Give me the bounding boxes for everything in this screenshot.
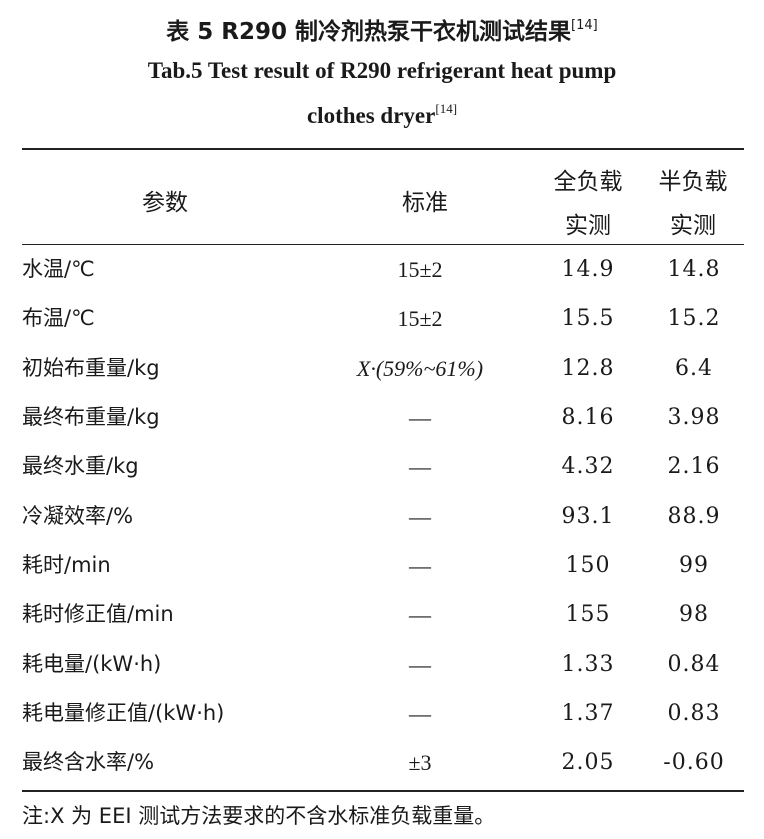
table-row: 布温/℃ 15±2 15.5 15.2 <box>0 294 764 343</box>
table-header-rule <box>22 244 744 245</box>
cell-half-load: 0.83 <box>667 701 721 726</box>
table-row: 最终含水率/% ±3 2.05 -0.60 <box>0 738 764 787</box>
header-standard: 标准 <box>402 190 448 216</box>
header-full-load: 全负载 实测 <box>540 160 636 248</box>
cell-param: 最终布重量/kg <box>22 405 160 429</box>
cell-full-load: 155 <box>565 602 611 627</box>
cell-standard: — <box>409 553 431 578</box>
header-param: 参数 <box>142 190 188 216</box>
table-row: 初始布重量/kg X·(59%~61%) 12.8 6.4 <box>0 344 764 393</box>
table-row: 耗电量修正值/(kW·h) — 1.37 0.83 <box>0 689 764 738</box>
table-title-en-line2: clothes dryer[14] <box>0 101 764 129</box>
title-en2-text: clothes dryer <box>306 103 436 128</box>
cell-full-load: 8.16 <box>561 405 615 430</box>
cell-full-load: 15.5 <box>561 306 615 331</box>
cell-full-load: 93.1 <box>561 504 615 529</box>
cell-full-load: 14.9 <box>561 257 615 282</box>
cell-full-load: 4.32 <box>561 454 615 479</box>
cell-standard: — <box>409 701 431 726</box>
cell-half-load: 3.98 <box>667 405 721 430</box>
cell-param: 耗电量修正值/(kW·h) <box>22 701 225 725</box>
cell-standard: — <box>409 652 431 677</box>
header-half-line1: 半负载 <box>658 169 728 195</box>
cell-standard: — <box>409 602 431 627</box>
cell-half-load: 2.16 <box>667 454 721 479</box>
cell-full-load: 12.8 <box>561 356 615 381</box>
cell-param: 耗时修正值/min <box>22 602 174 626</box>
title-cn-text: 表 5 R290 制冷剂热泵干衣机测试结果 <box>166 19 572 45</box>
title-en-ref: [14] <box>435 101 458 116</box>
table-row: 耗时/min — 150 99 <box>0 541 764 590</box>
table-row: 最终布重量/kg — 8.16 3.98 <box>0 393 764 442</box>
cell-param: 布温/℃ <box>22 306 95 330</box>
table-top-rule <box>22 148 744 150</box>
cell-half-load: -0.60 <box>663 750 725 775</box>
cell-standard: ±3 <box>408 750 432 775</box>
title-cn-ref: [14] <box>571 18 598 33</box>
cell-standard: 15±2 <box>397 257 443 282</box>
cell-param: 初始布重量/kg <box>22 356 160 380</box>
cell-half-load: 88.9 <box>667 504 721 529</box>
cell-param: 耗电量/(kW·h) <box>22 652 162 676</box>
cell-param: 冷凝效率/% <box>22 504 134 528</box>
cell-standard: X·(59%~61%) <box>356 356 484 381</box>
cell-param: 最终水重/kg <box>22 454 139 478</box>
cell-half-load: 99 <box>679 553 709 578</box>
cell-standard: — <box>409 504 431 529</box>
table-title-cn: 表 5 R290 制冷剂热泵干衣机测试结果[14] <box>0 12 764 46</box>
cell-standard: 15±2 <box>397 306 443 331</box>
cell-full-load: 150 <box>565 553 611 578</box>
table-title-en-line1: Tab.5 Test result of R290 refrigerant he… <box>147 58 617 83</box>
cell-half-load: 6.4 <box>675 356 713 381</box>
cell-half-load: 14.8 <box>667 257 721 282</box>
cell-param: 水温/℃ <box>22 257 95 281</box>
table-footnote: 注:X 为 EEI 测试方法要求的不含水标准负载重量。 <box>22 804 496 828</box>
table-row: 水温/℃ 15±2 14.9 14.8 <box>0 245 764 294</box>
cell-half-load: 98 <box>679 602 709 627</box>
cell-param: 耗时/min <box>22 553 111 577</box>
table-row: 耗时修正值/min — 155 98 <box>0 590 764 639</box>
table-row: 最终水重/kg — 4.32 2.16 <box>0 442 764 491</box>
header-full-line1: 全负载 <box>553 169 623 195</box>
table-row: 耗电量/(kW·h) — 1.33 0.84 <box>0 640 764 689</box>
cell-half-load: 0.84 <box>667 652 721 677</box>
cell-half-load: 15.2 <box>667 306 721 331</box>
table-bottom-rule <box>22 790 744 792</box>
header-half-load: 半负载 实测 <box>645 160 741 248</box>
header-full-line2: 实测 <box>565 213 611 239</box>
cell-standard: — <box>409 405 431 430</box>
header-half-line2: 实测 <box>670 213 716 239</box>
cell-standard: — <box>409 454 431 479</box>
table-row: 冷凝效率/% — 93.1 88.9 <box>0 492 764 541</box>
cell-full-load: 2.05 <box>561 750 615 775</box>
cell-full-load: 1.33 <box>561 652 615 677</box>
cell-param: 最终含水率/% <box>22 750 155 774</box>
cell-full-load: 1.37 <box>561 701 615 726</box>
